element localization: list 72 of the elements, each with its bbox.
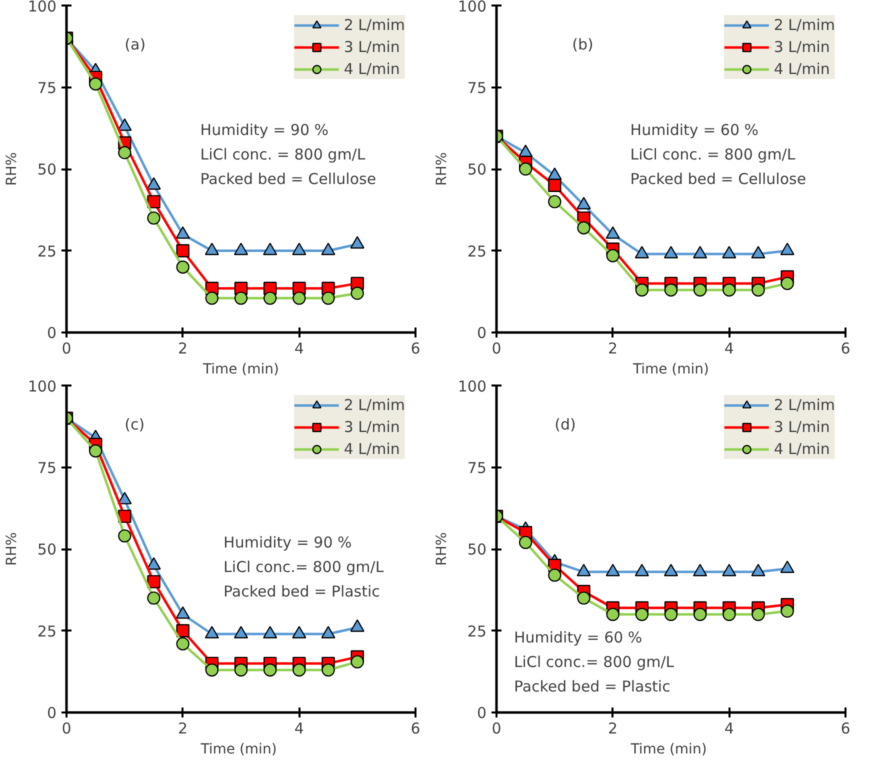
legend-label: 3 L/min bbox=[774, 38, 830, 56]
x-tick-label: 6 bbox=[410, 720, 420, 738]
x-tick-label: 4 bbox=[724, 720, 734, 738]
x-tick-label: 2 bbox=[608, 340, 618, 358]
y-tick-label: 25 bbox=[37, 622, 57, 640]
annotation: Humidity = 60 % bbox=[514, 628, 642, 646]
annotation: (a) bbox=[124, 36, 146, 54]
y-tick-label: 75 bbox=[467, 78, 487, 97]
y-tick-label: 50 bbox=[467, 540, 487, 558]
legend-label: 2 L/mim bbox=[774, 396, 835, 414]
y-axis-title: RH% bbox=[4, 532, 20, 566]
legend-label: 4 L/min bbox=[344, 60, 400, 78]
legend-label: 2 L/mim bbox=[344, 16, 405, 34]
annotation: Packed bed = Plastic bbox=[514, 677, 670, 696]
x-axis-title: Time (min) bbox=[202, 362, 280, 378]
annotation: Humidity = 90 % bbox=[200, 120, 329, 139]
y-tick-label: 75 bbox=[37, 78, 57, 97]
y-tick-label: 75 bbox=[37, 458, 57, 477]
y-tick-label: 0 bbox=[46, 324, 57, 342]
annotation: Packed bed = Cellulose bbox=[200, 170, 376, 188]
x-tick-label: 4 bbox=[294, 340, 304, 358]
x-tick-label: 2 bbox=[178, 340, 188, 358]
y-axis-title: RH% bbox=[4, 152, 20, 186]
x-tick-label: 6 bbox=[840, 720, 850, 738]
y-tick-label: 0 bbox=[476, 704, 487, 722]
annotation: (b) bbox=[572, 36, 594, 54]
annotation: LiCl conc.= 800 gm/L bbox=[224, 558, 384, 576]
legend-label: 3 L/min bbox=[344, 38, 400, 56]
legend-label: 2 L/mim bbox=[344, 396, 405, 414]
y-tick-label: 100 bbox=[458, 0, 487, 16]
legend-label: 4 L/min bbox=[774, 60, 830, 78]
legend-label: 4 L/min bbox=[774, 440, 830, 458]
x-tick-label: 0 bbox=[492, 720, 502, 738]
y-tick-label: 25 bbox=[37, 242, 57, 260]
x-tick-label: 6 bbox=[410, 340, 420, 358]
y-axis-title: RH% bbox=[434, 152, 450, 186]
x-axis-title: Time (min) bbox=[200, 742, 277, 758]
annotation: Packed bed = Cellulose bbox=[630, 170, 806, 188]
annotation: LiCl conc. = 800 gm/L bbox=[200, 145, 366, 164]
y-tick-label: 25 bbox=[467, 622, 487, 640]
x-axis-title: Time (min) bbox=[632, 362, 710, 378]
annotation: LiCl conc.= 800 gm/L bbox=[514, 652, 675, 671]
y-tick-label: 0 bbox=[476, 324, 487, 342]
y-tick-label: 25 bbox=[467, 242, 487, 260]
x-axis-title: Time (min) bbox=[630, 742, 707, 758]
y-tick-label: 50 bbox=[37, 160, 57, 178]
x-tick-label: 2 bbox=[178, 720, 188, 738]
y-tick-label: 0 bbox=[46, 704, 57, 722]
x-tick-label: 0 bbox=[62, 340, 72, 358]
legend-label: 2 L/mim bbox=[774, 16, 835, 34]
annotation: Humidity = 60 % bbox=[630, 120, 759, 139]
annotation: Packed bed = Plastic bbox=[224, 582, 380, 601]
annotation: Humidity = 90 % bbox=[224, 533, 352, 552]
x-tick-label: 2 bbox=[608, 720, 618, 738]
y-tick-label: 50 bbox=[467, 160, 487, 178]
annotation: (d) bbox=[554, 416, 576, 434]
legend-label: 3 L/min bbox=[774, 418, 830, 436]
x-tick-label: 4 bbox=[294, 720, 304, 738]
y-tick-label: 75 bbox=[467, 458, 487, 477]
x-tick-label: 6 bbox=[840, 340, 850, 358]
x-tick-label: 0 bbox=[62, 720, 72, 738]
x-tick-label: 0 bbox=[492, 340, 502, 358]
legend-label: 3 L/min bbox=[344, 418, 400, 436]
x-tick-label: 4 bbox=[724, 340, 734, 358]
y-tick-label: 100 bbox=[458, 378, 487, 396]
y-tick-label: 100 bbox=[28, 378, 57, 396]
annotation: LiCl conc. = 800 gm/L bbox=[630, 145, 796, 164]
legend-label: 4 L/min bbox=[344, 440, 400, 458]
y-tick-label: 100 bbox=[28, 0, 57, 16]
y-axis-title: RH% bbox=[434, 532, 450, 566]
y-tick-label: 50 bbox=[37, 540, 57, 558]
annotation: (c) bbox=[124, 416, 145, 434]
